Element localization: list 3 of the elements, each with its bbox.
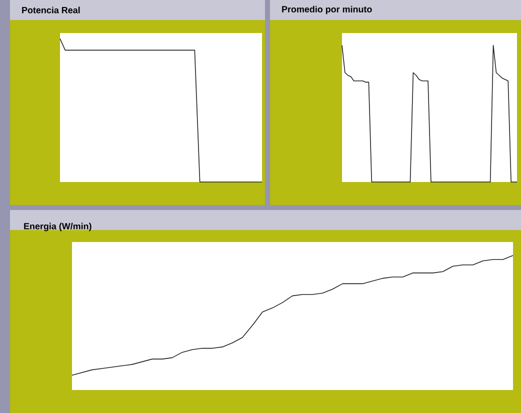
chart-title: Energia (W/min)	[24, 222, 92, 232]
chart-title: Promedio por minuto	[282, 6, 372, 14]
chart-title: Potencia Real	[22, 6, 80, 14]
